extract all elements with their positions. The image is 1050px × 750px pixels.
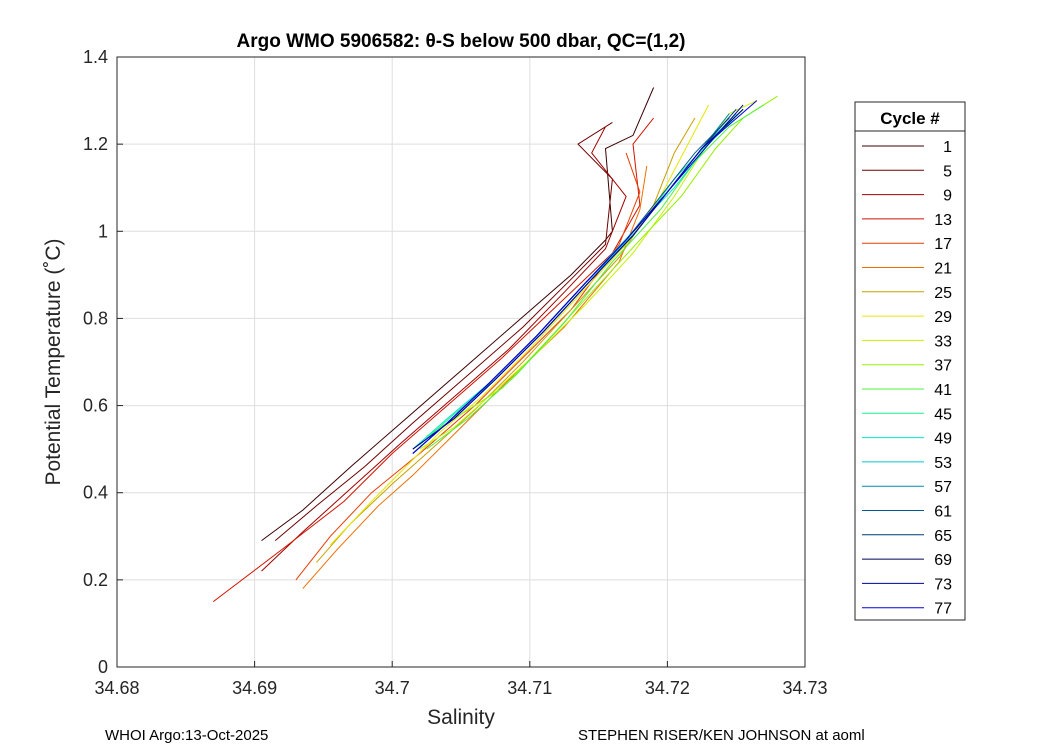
y-tick-label: 1.4 (83, 47, 108, 67)
legend-label: 29 (934, 309, 952, 326)
data-lines (212, 87, 778, 602)
y-tick-label: 1.2 (83, 134, 108, 154)
y-axis-label: Potential Temperature (˚C) (42, 238, 65, 485)
legend-label: 53 (934, 455, 952, 472)
y-tick-label: 0 (98, 657, 108, 677)
x-tick-label: 34.68 (94, 678, 139, 698)
axis-ticks: 34.68 34.69 34.7 34.71 34.72 34.73 0 0.2 0.4 0.6 0… (83, 47, 828, 698)
series-line-cycle-73 (412, 104, 744, 450)
legend-label: 61 (934, 504, 952, 521)
legend-label: 69 (934, 552, 952, 569)
x-tick-label: 34.7 (375, 678, 410, 698)
x-tick-label: 34.73 (782, 678, 827, 698)
plot-frame (116, 56, 806, 668)
legend-label: 37 (934, 358, 952, 375)
legend-label: 41 (934, 382, 952, 399)
series-line-cycle-77 (412, 100, 758, 454)
legend-label: 25 (934, 285, 952, 302)
footer-left: WHOI Argo:13-Oct-2025 (105, 727, 268, 744)
legend: Cycle # 1 5 9 13 17 21 25 29 33 37 41 45 49 53 57 61 65 6… (854, 101, 966, 621)
legend-label: 33 (934, 333, 952, 350)
series-line-cycle-1 (261, 87, 655, 542)
legend-box (854, 101, 966, 621)
legend-label: 5 (943, 163, 952, 180)
y-tick-label: 1 (98, 221, 108, 241)
y-tick-label: 0.6 (83, 396, 108, 416)
x-axis-label: Salinity (427, 706, 495, 729)
legend-entries: 1 5 9 13 17 21 25 29 33 37 41 45 49 53 57 61 65 69 73 77 (862, 139, 952, 618)
series-line-cycle-29 (329, 104, 710, 546)
legend-label: 57 (934, 479, 952, 496)
legend-label: 9 (943, 188, 952, 205)
series-line-cycle-9 (261, 126, 627, 572)
series-line-cycle-17 (295, 152, 641, 581)
footer-right: STEPHEN RISER/KEN JOHNSON at aoml (578, 727, 865, 744)
legend-label: 21 (934, 261, 952, 278)
y-tick-label: 0.4 (83, 483, 108, 503)
series-line-cycle-5 (274, 121, 613, 541)
series-line-cycle-41 (426, 104, 764, 450)
legend-label: 65 (934, 528, 952, 545)
legend-title: Cycle # (880, 109, 940, 128)
legend-label: 45 (934, 406, 952, 423)
legend-label: 1 (943, 139, 952, 156)
series-line-cycle-37 (426, 95, 778, 437)
chart-title: Argo WMO 5906582: θ-S below 500 dbar, QC… (237, 31, 686, 52)
x-tick-label: 34.72 (645, 678, 690, 698)
x-tick-label: 34.71 (507, 678, 552, 698)
y-tick-label: 0.8 (83, 308, 108, 328)
y-tick-label: 0.2 (83, 570, 108, 590)
legend-label: 13 (934, 212, 952, 229)
legend-label: 73 (934, 576, 952, 593)
series-line-cycle-25 (316, 117, 696, 563)
x-tick-label: 34.69 (232, 678, 277, 698)
legend-label: 49 (934, 431, 952, 448)
legend-label: 77 (934, 601, 952, 618)
legend-label: 17 (934, 236, 952, 253)
